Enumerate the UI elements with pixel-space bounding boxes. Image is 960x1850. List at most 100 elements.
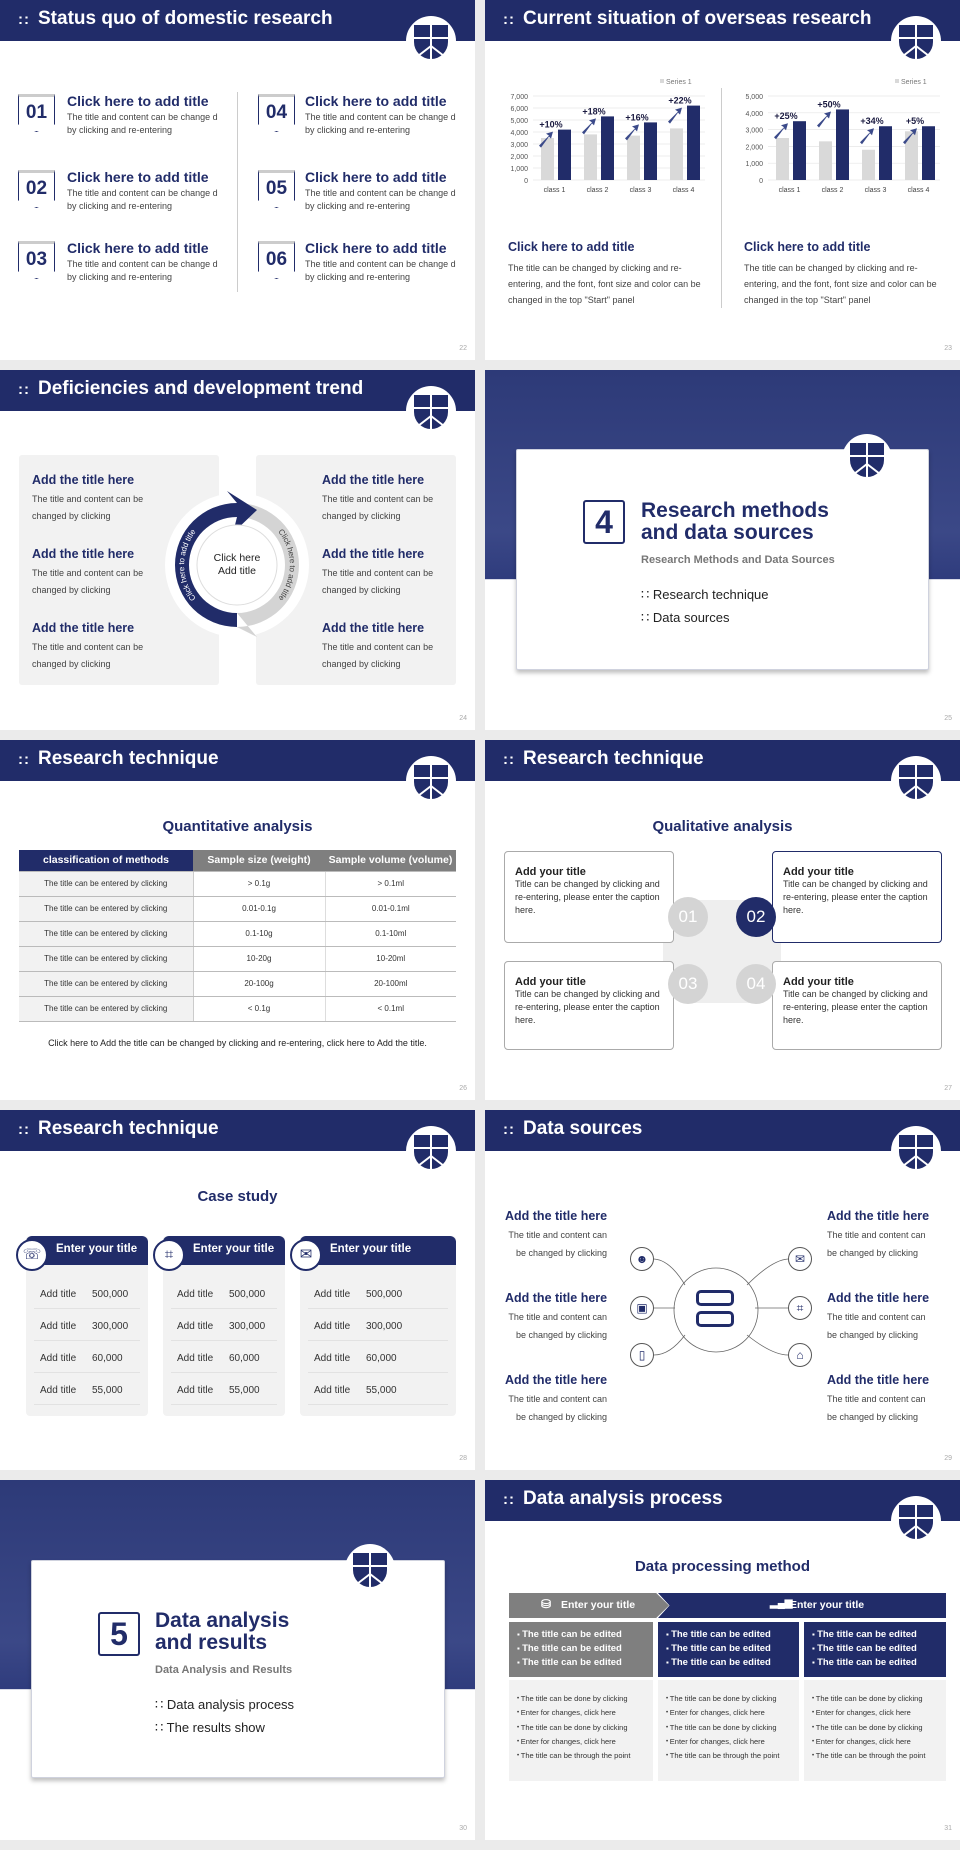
bottom-list-item: Enter for changes, click here	[517, 1735, 647, 1749]
x-tick-label: class 2	[822, 187, 844, 194]
item-desc: The title and content can be changed by …	[508, 1230, 607, 1258]
divider	[721, 88, 722, 308]
growth-arrow-icon	[860, 128, 874, 145]
header-right: ▂▄▆ Enter your title	[658, 1593, 946, 1618]
item-title[interactable]: Click here to add title	[67, 169, 209, 185]
bottom-list-item: Enter for changes, click here	[812, 1735, 940, 1749]
item-desc: The title and content can be change d by…	[67, 112, 218, 135]
slide-header: :: Current situation of overseas research	[485, 0, 960, 41]
section-number: 4	[583, 500, 625, 544]
y-tick-label: 2,000	[510, 154, 528, 161]
scan-icon: ⌗	[788, 1296, 812, 1320]
qualitative-box[interactable]: Add your title Title can be changed by cl…	[772, 961, 942, 1050]
section-heading: Case study	[197, 1188, 278, 1205]
bottom-list-item: The title can be done by clicking	[666, 1692, 793, 1706]
x-tick-label: class 3	[630, 187, 652, 194]
bar-gray	[584, 134, 597, 180]
column-header: Sample volume (volume)	[325, 850, 456, 872]
bottom-list-item: The title can be done by clicking	[812, 1721, 940, 1735]
slide-27: :: Research technique Qualitative analysi…	[485, 740, 960, 1100]
qualitative-box[interactable]: Add your title Title can be changed by cl…	[504, 961, 674, 1050]
dots-icon: ::	[503, 1491, 515, 1508]
item-title[interactable]: Click here to add title	[67, 240, 209, 256]
slide-header: :: Research technique	[0, 1110, 475, 1151]
block-desc: The title can be changed by clicking and…	[508, 263, 701, 305]
logo-icon	[891, 16, 941, 66]
growth-label: +16%	[625, 112, 648, 122]
section-heading: Qualitative analysis	[652, 818, 793, 835]
legend-label: Series 1	[901, 79, 927, 86]
item-title[interactable]: Click here to add title	[305, 93, 447, 109]
y-tick-label: 0	[524, 178, 528, 185]
item-title[interactable]: Click here to add title	[67, 93, 209, 109]
qualitative-box[interactable]: Add your title Title can be changed by cl…	[504, 851, 674, 943]
center-label[interactable]: Click here Add title	[213, 552, 261, 577]
slide-header: :: Data analysis process	[485, 1480, 960, 1521]
slide-title: Data analysis process	[523, 1488, 723, 1509]
bar-gray	[819, 141, 832, 180]
logo-icon	[891, 1496, 941, 1546]
page-number: 27	[944, 1085, 952, 1092]
item-title[interactable]: Add the title here	[32, 547, 135, 561]
item-title[interactable]: Click here to add title	[305, 240, 447, 256]
page-number: 25	[944, 715, 952, 722]
case-row: Add title 55,000	[308, 1377, 448, 1405]
item-desc: The title and content can be change d by…	[305, 259, 456, 282]
case-card-header[interactable]: Enter your title	[300, 1236, 456, 1265]
slide-title: Deficiencies and development trend	[38, 378, 364, 399]
item-title[interactable]: Add the title here	[505, 1291, 608, 1305]
item-title[interactable]: Add the title here	[827, 1291, 930, 1305]
case-row: Add title 500,000	[34, 1281, 140, 1309]
y-tick-label: 4,000	[510, 130, 528, 137]
bullet-item[interactable]: ∷ Data analysis process	[155, 1697, 295, 1712]
dots-icon: ::	[18, 381, 30, 398]
phone-user-icon: ☏	[16, 1239, 48, 1271]
bar-gray	[627, 135, 640, 180]
column-bottom: The title can be done by clickingEnter f…	[658, 1680, 799, 1781]
item-title[interactable]: Add the title here	[322, 621, 425, 635]
item-desc: The title and content can be changed by …	[322, 494, 434, 521]
bottom-list-item: The title can be done by clicking	[517, 1721, 647, 1735]
logo-icon	[406, 386, 456, 436]
bullet-item[interactable]: ∷ The results show	[155, 1720, 265, 1735]
bullet-item[interactable]: ∷ Data sources	[641, 610, 730, 625]
top-list-item: The title can be edited	[812, 1656, 946, 1670]
item-desc: The title and content can be change d by…	[305, 112, 456, 135]
item-title[interactable]: Add the title here	[827, 1373, 930, 1387]
top-list-item: The title can be edited	[812, 1642, 946, 1656]
bar-navy	[922, 126, 935, 180]
logo-icon	[406, 1126, 456, 1176]
item-title[interactable]: Add the title here	[32, 473, 135, 487]
item-title[interactable]: Add the title here	[32, 621, 135, 635]
bullet-item[interactable]: ∷ Research technique	[641, 587, 769, 602]
logo-icon	[842, 434, 892, 484]
y-tick-label: 2,000	[745, 144, 763, 151]
y-tick-label: 6,000	[510, 106, 528, 113]
y-tick-label: 1,000	[745, 161, 763, 168]
item-title[interactable]: Click here to add title	[305, 169, 447, 185]
item-title[interactable]: Add the title here	[322, 547, 425, 561]
growth-label: +25%	[774, 111, 797, 121]
table-row: The title can be entered by clicking > 0.…	[19, 871, 456, 897]
item-desc: The title and content can be changed by …	[508, 1394, 607, 1422]
bar-navy	[793, 121, 806, 180]
page-number: 30	[459, 1825, 467, 1832]
page-number: 28	[459, 1455, 467, 1462]
bar-chart-icon: ▂▄▆	[770, 1598, 793, 1609]
table-row: The title can be entered by clicking 20-1…	[19, 971, 456, 997]
bar-gray	[541, 138, 554, 180]
section-subtitle: Data Analysis and Results	[155, 1664, 293, 1676]
item-title[interactable]: Add the title here	[505, 1373, 608, 1387]
section-heading: Quantitative analysis	[162, 818, 313, 835]
item-title[interactable]: Add the title here	[827, 1209, 930, 1223]
item-title[interactable]: Add the title here	[505, 1209, 608, 1223]
y-tick-label: 3,000	[745, 128, 763, 135]
phone-icon: ▯	[630, 1343, 654, 1367]
item-title[interactable]: Add the title here	[322, 473, 425, 487]
bottom-list-item: The title can be through the point	[812, 1749, 940, 1763]
qualitative-box[interactable]: Add your title Title can be changed by cl…	[772, 851, 942, 943]
chat-icon: ✉	[290, 1239, 322, 1271]
bottom-list-item: The title can be done by clicking	[517, 1692, 647, 1706]
page-number: 22	[459, 345, 467, 352]
logo-icon	[891, 1126, 941, 1176]
